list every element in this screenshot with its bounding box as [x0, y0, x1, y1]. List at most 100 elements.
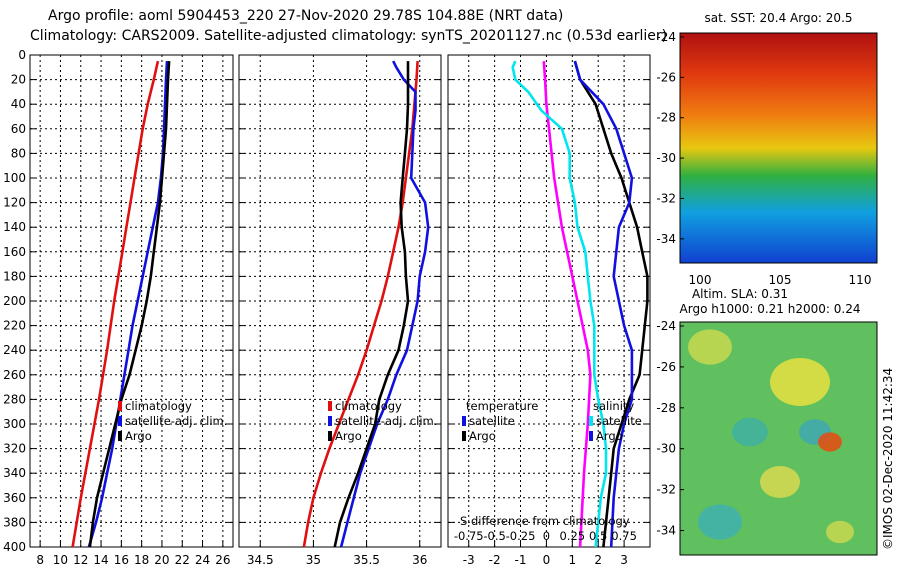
diff-secondary-tick: 0.5 [589, 529, 607, 543]
map-lat-tick: -30 [656, 442, 676, 456]
diff-secondary-tick: 0 [543, 529, 550, 543]
x-tick-label: 22 [175, 553, 190, 567]
maps: sat. SST: 20.4 Argo: 20.5 100 105 110 -24 -26… [656, 11, 895, 556]
x-tick-label: 34.5 [247, 553, 274, 567]
sla-lat-ticks: -24 -26 -28 -30 -32 -34 [656, 319, 684, 538]
title-line-2: Climatology: CARS2009. Satellite-adjuste… [30, 28, 667, 44]
map-lat-tick: -28 [656, 111, 676, 125]
legend-salinity: salinity [593, 399, 634, 413]
diff-secondary-tick: -0.5 [483, 529, 505, 543]
y-tick-label: 220 [3, 319, 26, 333]
legend-satellite-adj: satellite-adj. clim. [125, 414, 227, 428]
x-tick-label: 1 [568, 553, 576, 567]
legend-satellite: satellite [596, 414, 642, 428]
map-lat-tick: -34 [656, 232, 676, 246]
x-tick-label: -2 [489, 553, 501, 567]
legend-climatology: climatology [335, 399, 402, 413]
y-tick-label: 100 [3, 171, 26, 185]
map-lon-tick: 100 [689, 273, 712, 287]
legend-diff: temperaturesatelliteArgosalinitysatellit… [462, 399, 642, 443]
x-tick-label: 26 [215, 553, 230, 567]
panel-frame [447, 54, 651, 548]
y-tick-label: 140 [3, 220, 26, 234]
series-line-salinity-argo [573, 60, 634, 548]
panel-frame [29, 54, 234, 548]
legend-swatch [118, 416, 122, 426]
legend-swatch [462, 416, 466, 426]
diff-secondary-tick: -0.75 [454, 529, 484, 543]
x-tick-label: 14 [93, 553, 108, 567]
x-tick-label: 24 [195, 553, 210, 567]
x-tick-label: 16 [114, 553, 129, 567]
sst-lat-ticks: -24 -26 -28 -30 -32 -34 [656, 30, 684, 246]
x-tick-label: 10 [53, 553, 68, 567]
x-tick-label: 18 [134, 553, 149, 567]
series-line-climatology [302, 61, 419, 548]
map-lat-tick: -32 [656, 191, 676, 205]
profile-panels: 8 10 12 14 16 18 20 22 24 26 34.5 35 35.5 36 -3 -2 -1 0 1 2… [29, 54, 651, 567]
y-tick-label: 340 [3, 466, 26, 480]
legend-argo: Argo [596, 429, 623, 443]
legend-swatch [589, 416, 593, 426]
sla-anomaly-blob [688, 329, 732, 365]
series-line-argo [333, 61, 410, 548]
sst-map [679, 32, 878, 264]
map-lat-tick: -34 [656, 524, 676, 538]
x-tick-label: 35.5 [353, 553, 380, 567]
x-tick-label: -3 [463, 553, 475, 567]
map-lat-tick: -30 [656, 151, 676, 165]
y-tick-label: 260 [3, 368, 26, 382]
y-tick-label: 360 [3, 491, 26, 505]
series-line-satellite-adj-clim- [339, 60, 430, 548]
legend-swatch [328, 416, 332, 426]
map-lat-tick: -24 [656, 30, 676, 44]
series-line-satellite-adj-clim- [87, 61, 169, 548]
series-line-temperature-argo [573, 60, 649, 548]
diff-secondary-tick: 0.25 [560, 529, 586, 543]
panel-1: 8 10 12 14 16 18 20 22 24 26 [29, 54, 234, 567]
legend-argo: Argo [335, 429, 362, 443]
map-lat-tick: -24 [656, 319, 676, 333]
panel-3: -3 -2 -1 0 1 2 3 [447, 54, 651, 567]
figure-labels: Argo profile: aoml 5904453_220 27-Nov-20… [3, 8, 667, 554]
legend-swatch [328, 401, 332, 411]
x-tick-label: 0 [543, 553, 551, 567]
x-tick-label: 2 [594, 553, 602, 567]
sla-anomaly-blob [770, 358, 830, 406]
y-tick-label: 320 [3, 442, 26, 456]
y-tick-label: 240 [3, 343, 26, 357]
panel-2: 34.5 35 35.5 36 [238, 54, 442, 567]
sla-anomaly-blob [818, 432, 842, 452]
x-tick-label: 8 [36, 553, 44, 567]
legend-swatch [589, 431, 593, 441]
y-tick-label: 200 [3, 294, 26, 308]
series-line-salinity-satellite [511, 60, 608, 548]
y-tick-label: 60 [11, 122, 26, 136]
x-tick-label: 36 [412, 553, 427, 567]
legend-temperature: temperature [466, 399, 538, 413]
sla-anomaly-blob [760, 466, 800, 498]
legend-climatology: climatology [125, 399, 192, 413]
y-tick-label: 180 [3, 269, 26, 283]
series-line-temperature-satellite [542, 61, 592, 548]
y-tick-label: 80 [11, 146, 26, 160]
map-lon-tick: 105 [769, 273, 792, 287]
map-lat-tick: -28 [656, 401, 676, 415]
map-lon-tick: 110 [849, 273, 872, 287]
x-tick-label: 20 [154, 553, 169, 567]
map-lat-tick: -32 [656, 483, 676, 497]
legend-swatch [118, 431, 122, 441]
y-tick-label: 300 [3, 417, 26, 431]
y-tick-label: 160 [3, 245, 26, 259]
map-lat-tick: -26 [656, 70, 676, 84]
y-tick-label: 120 [3, 196, 26, 210]
legend-swatch [328, 431, 332, 441]
series-line-climatology [71, 60, 160, 548]
map-lat-tick: -26 [656, 360, 676, 374]
sla-anomaly-blob [698, 504, 742, 540]
sla-anomaly-blob [732, 417, 768, 447]
sla-anomaly-blob [826, 520, 854, 544]
sla-subtitle: Argo h1000: 0.21 h2000: 0.24 [680, 302, 861, 316]
